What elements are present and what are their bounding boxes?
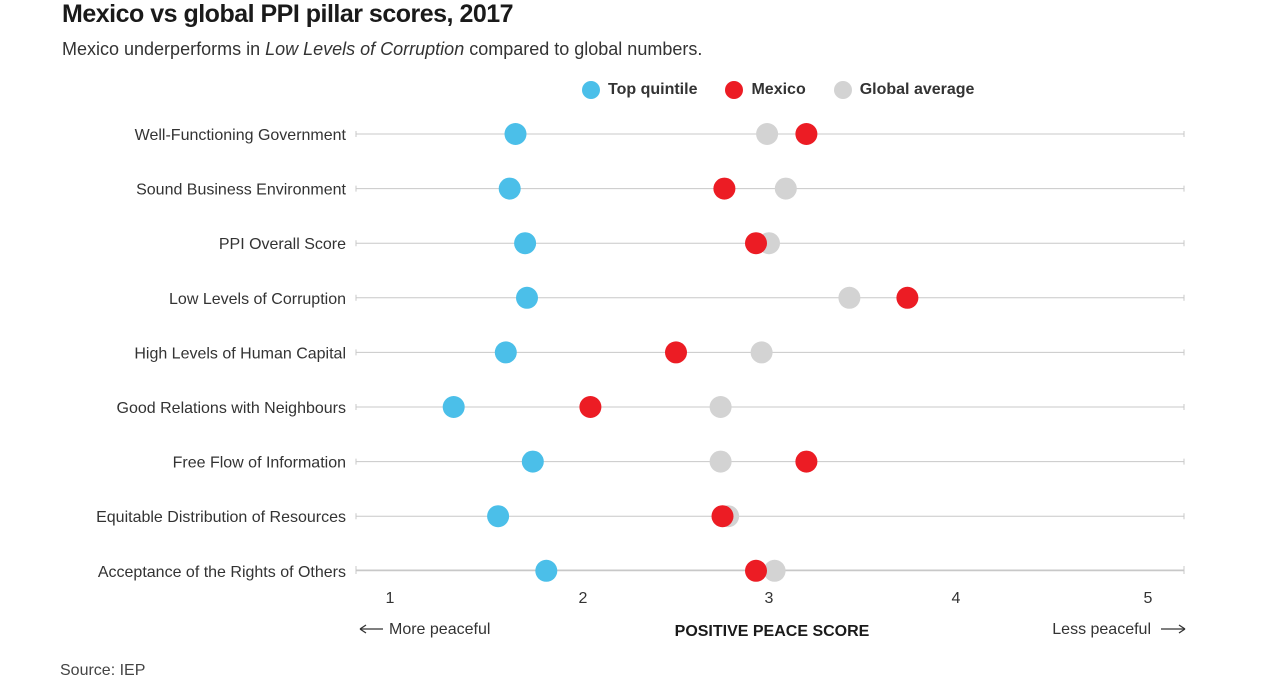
point-top-quintile-free-flow-of-information [521, 450, 544, 473]
left-arrowhead-icon [359, 624, 367, 634]
category-label: PPI Overall Score [219, 236, 346, 253]
point-top-quintile-well-functioning-government [504, 123, 527, 145]
point-mexico-acceptance-of-the-rights-of-others [745, 559, 767, 582]
chart-subtitle: Mexico underperforms in Low Levels of Co… [62, 39, 702, 60]
point-top-quintile-sound-business-environment [498, 177, 521, 200]
right-arrowhead-icon [1178, 624, 1186, 634]
point-mexico-equitable-distribution-of-resources [711, 505, 734, 528]
category-label: Equitable Distribution of Resources [96, 509, 346, 526]
legend-swatch-top-quintile [582, 81, 600, 99]
chart-title: Mexico vs global PPI pillar scores, 2017 [62, 0, 514, 28]
point-global-average-acceptance-of-the-rights-of-others [763, 559, 786, 582]
point-mexico-sound-business-environment [713, 177, 736, 200]
source-note: Source: IEP [60, 662, 146, 679]
point-global-average-well-functioning-government [756, 123, 779, 145]
point-global-average-low-levels-of-corruption [838, 286, 861, 309]
legend-label-global-average: Global average [859, 81, 975, 98]
x-tick-label: 4 [952, 590, 961, 607]
point-top-quintile-equitable-distribution-of-resources [487, 505, 510, 528]
direction-label-right: Less peaceful [1052, 621, 1151, 638]
legend-item-global-average: Global average [833, 81, 975, 99]
x-tick-label: 3 [765, 590, 774, 607]
point-mexico-low-levels-of-corruption [896, 286, 919, 309]
point-top-quintile-low-levels-of-corruption [516, 286, 538, 309]
legend-label-mexico: Mexico [751, 81, 806, 98]
legend-swatch-mexico [725, 81, 744, 99]
x-axis-title: POSITIVE PEACE SCORE [675, 623, 870, 640]
x-tick-label: 5 [1144, 590, 1153, 607]
point-mexico-high-levels-of-human-capital [665, 341, 687, 364]
subtitle-tail: compared to global numbers. [464, 39, 703, 59]
direction-label-left: More peaceful [389, 621, 490, 638]
legend-item-top-quintile: Top quintile [582, 81, 697, 99]
point-top-quintile-good-relations-with-neighbours [442, 396, 465, 418]
subtitle-lead: Mexico underperforms in [62, 39, 266, 59]
legend-item-mexico: Mexico [725, 81, 806, 99]
point-global-average-good-relations-with-neighbours [709, 396, 732, 418]
point-top-quintile-high-levels-of-human-capital [494, 341, 517, 364]
category-label: High Levels of Human Capital [134, 345, 346, 362]
point-global-average-free-flow-of-information [709, 450, 732, 473]
point-global-average-high-levels-of-human-capital [750, 341, 773, 364]
x-tick-label: 2 [579, 590, 588, 607]
category-label: Free Flow of Information [173, 455, 346, 472]
legend: Top quintile Mexico Global average [582, 81, 1002, 99]
category-label: Good Relations with Neighbours [117, 400, 346, 417]
point-top-quintile-ppi-overall-score [514, 232, 537, 255]
point-mexico-good-relations-with-neighbours [579, 396, 602, 418]
x-tick-label: 1 [386, 590, 395, 607]
legend-swatch-global-average [833, 81, 852, 99]
point-mexico-free-flow-of-information [795, 450, 818, 473]
category-label: Well-Functioning Government [135, 127, 347, 144]
subtitle-emphasis: Low Levels of Corruption [265, 39, 465, 59]
point-mexico-ppi-overall-score [745, 232, 767, 255]
legend-label-top-quintile: Top quintile [608, 81, 698, 98]
point-top-quintile-acceptance-of-the-rights-of-others [535, 559, 558, 582]
category-label: Sound Business Environment [136, 182, 346, 199]
point-mexico-well-functioning-government [795, 123, 818, 145]
category-label: Low Levels of Corruption [169, 291, 346, 308]
category-label: Acceptance of the Rights of Others [98, 564, 346, 581]
point-global-average-sound-business-environment [774, 177, 797, 200]
